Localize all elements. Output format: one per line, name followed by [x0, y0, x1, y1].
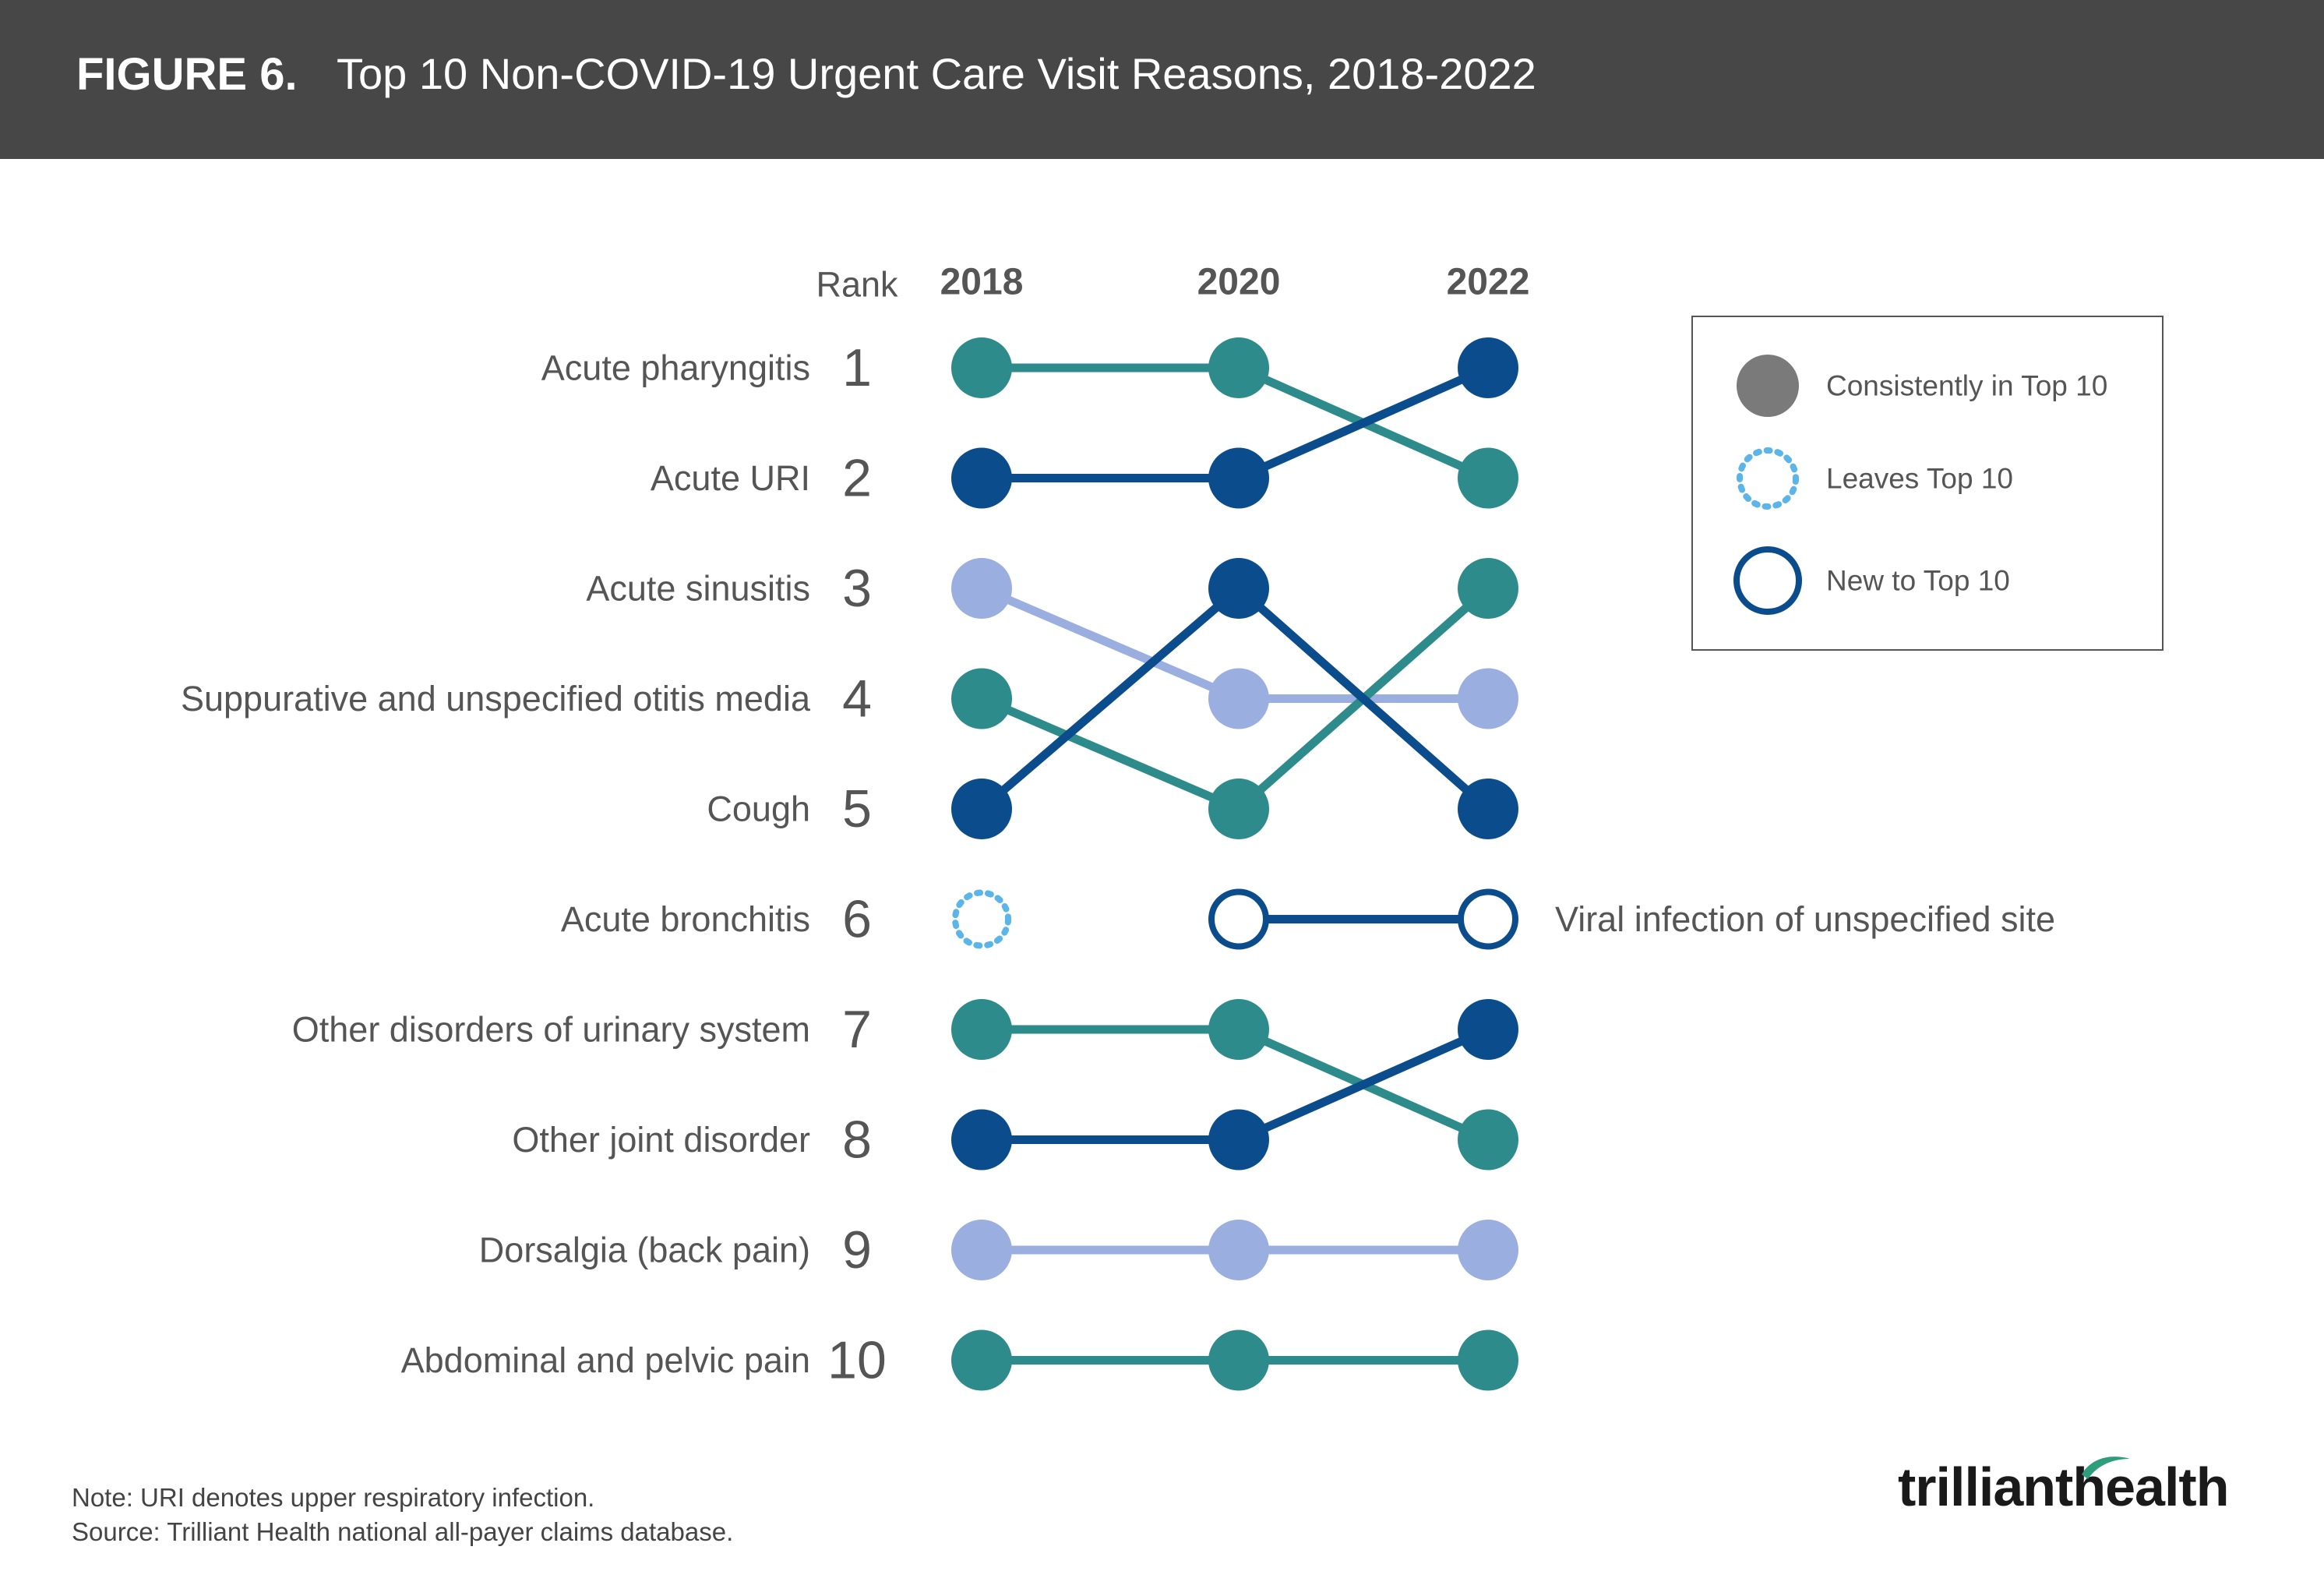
year-header-2022: 2022	[1447, 262, 1530, 303]
series-line-segment	[977, 694, 1243, 814]
rank-number: 4	[842, 669, 872, 729]
row-label: Acute URI	[651, 458, 810, 498]
rank-marker	[1458, 779, 1518, 839]
logo-swoosh-icon	[2082, 1457, 2130, 1479]
rank-marker	[1458, 558, 1518, 619]
rank-marker	[1458, 447, 1518, 509]
note-text: Note: URI denotes upper respiratory infe…	[72, 1483, 595, 1512]
rank-marker	[1458, 668, 1518, 729]
series-line-segment	[1234, 1025, 1493, 1144]
rank-marker	[951, 447, 1012, 509]
rank-marker	[1208, 337, 1269, 398]
legend-label: New to Top 10	[1826, 565, 2010, 597]
footnote: Note: URI denotes upper respiratory infe…	[72, 1481, 733, 1549]
logo-text-left: trilliant	[1898, 1457, 2073, 1517]
row-label: Acute pharyngitis	[541, 348, 810, 388]
rank-marker	[1208, 999, 1269, 1060]
rank-number: 6	[842, 890, 872, 949]
rank-marker	[1208, 668, 1269, 729]
rank-number: 10	[827, 1331, 887, 1390]
rank-number: 8	[842, 1110, 872, 1170]
row-label: Dorsalgia (back pain)	[479, 1231, 810, 1270]
rank-marker	[951, 337, 1012, 398]
new-to-top10-marker	[1208, 888, 1269, 950]
rank-number: 7	[842, 1000, 872, 1059]
rank-marker	[1458, 999, 1518, 1060]
rank-marker	[1208, 1109, 1269, 1171]
rank-marker	[1458, 337, 1518, 398]
rank-marker	[1208, 447, 1269, 509]
rank-marker	[951, 1329, 1012, 1391]
row-label: Cough	[707, 789, 810, 829]
rank-marker	[1458, 1220, 1518, 1280]
rank-number: 1	[842, 338, 872, 397]
series-line-segment	[977, 584, 1243, 814]
rank-marker	[951, 999, 1012, 1060]
figure-label: FIGURE 6.	[76, 49, 298, 100]
leaves-top10-marker	[952, 889, 1011, 949]
rank-marker	[951, 779, 1012, 839]
year-header-2020: 2020	[1197, 262, 1281, 303]
rank-marker	[951, 1109, 1012, 1171]
source-text: Source: Trilliant Health national all-pa…	[72, 1517, 734, 1546]
rank-number: 3	[842, 559, 872, 618]
series-line-segment	[1234, 584, 1493, 814]
rank-marker	[1458, 1329, 1518, 1391]
legend-filled-marker	[1737, 355, 1799, 417]
rank-column-header: Rank	[816, 265, 898, 305]
rank-marker	[951, 668, 1012, 729]
rank-number: 2	[842, 449, 872, 508]
rank-marker	[1458, 1109, 1518, 1171]
new-to-top10-marker	[1458, 888, 1518, 950]
year-header-2018: 2018	[940, 262, 1024, 303]
legend-dotted-marker	[1737, 447, 1799, 510]
row-label: Suppurative and unspecified otitis media	[181, 679, 811, 719]
rank-marker	[951, 1220, 1012, 1280]
legend-ring-marker	[1733, 546, 1802, 615]
trilliant-health-logo: trillianthealth	[1898, 1456, 2264, 1526]
figure-title: Top 10 Non-COVID-19 Urgent Care Visit Re…	[337, 49, 1536, 98]
legend-label: Leaves Top 10	[1826, 463, 2013, 495]
row-label: Abdominal and pelvic pain	[401, 1340, 810, 1380]
row-label: Other disorders of urinary system	[292, 1010, 810, 1050]
rank-marker	[951, 558, 1012, 619]
legend-label: Consistently in Top 10	[1826, 370, 2107, 402]
rank-number: 5	[842, 779, 872, 839]
rank-marker	[1208, 1329, 1269, 1391]
series-line-segment	[1234, 363, 1493, 482]
row-label: Acute bronchitis	[561, 899, 810, 939]
rank-number: 9	[842, 1220, 872, 1280]
figure-header: FIGURE 6. Top 10 Non-COVID-19 Urgent Car…	[0, 0, 2324, 159]
rank-marker	[1208, 779, 1269, 839]
series-line-segment	[977, 584, 1243, 703]
row-label: Acute sinusitis	[586, 569, 810, 609]
rank-marker	[1208, 1220, 1269, 1280]
row-label: Other joint disorder	[512, 1120, 810, 1160]
rank-marker	[1208, 558, 1269, 619]
series-end-label: Viral infection of unspecified site	[1555, 899, 2055, 939]
